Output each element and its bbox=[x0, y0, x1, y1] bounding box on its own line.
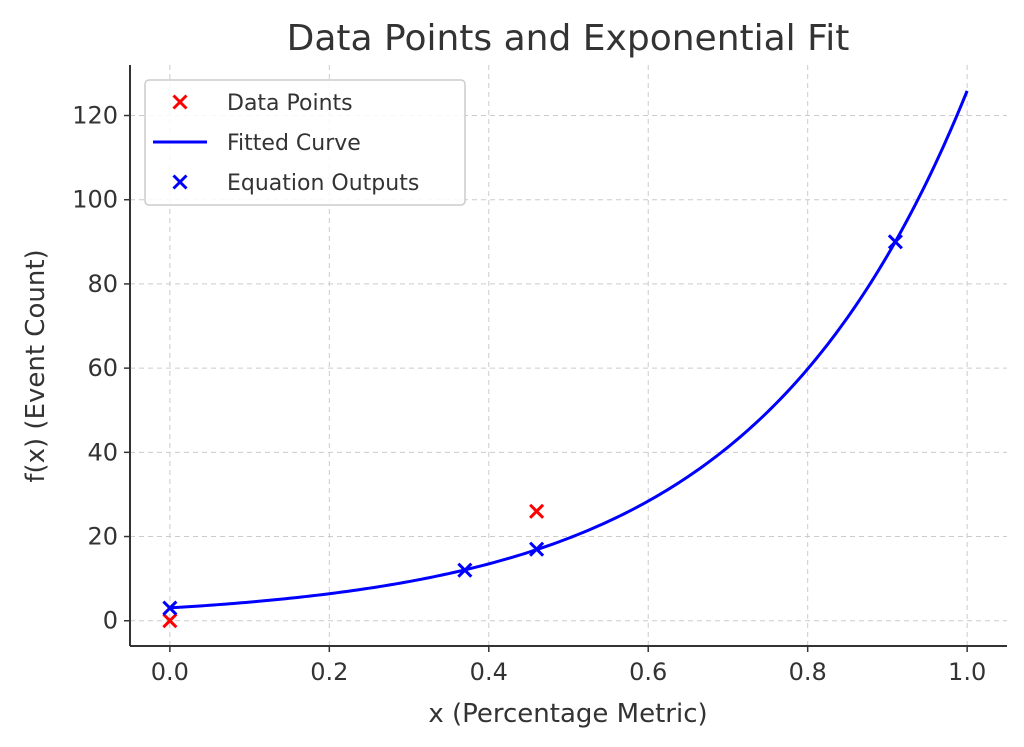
legend-frame bbox=[144, 79, 466, 206]
x-tick-label: 0.2 bbox=[310, 658, 348, 686]
y-tick-label: 40 bbox=[87, 438, 118, 466]
fitted-curve-layer bbox=[169, 90, 969, 610]
equation-outputs-marker bbox=[162, 600, 178, 616]
x-tick-label: 0.4 bbox=[470, 658, 508, 686]
legend-swatch-marker bbox=[172, 94, 188, 110]
y-tick-label: 60 bbox=[87, 354, 118, 382]
y-axis-title: f(x) (Event Count) bbox=[21, 249, 51, 482]
axes bbox=[124, 65, 1007, 652]
tick-labels: 0.0 0.2 0.4 0.6 0.8 1.0 0 20 40 60 80 100 120 bbox=[72, 102, 986, 686]
y-tick-label: 120 bbox=[72, 102, 118, 130]
x-axis-title: x (Percentage Metric) bbox=[428, 699, 707, 729]
x-tick-label: 1.0 bbox=[948, 658, 986, 686]
legend-item-equation-outputs: Equation Outputs bbox=[172, 171, 419, 196]
equation-outputs-marker bbox=[457, 562, 473, 578]
legend-item-data-points: Data Points bbox=[172, 91, 353, 116]
y-tick-label: 80 bbox=[87, 270, 118, 298]
legend-swatch-marker bbox=[172, 174, 188, 190]
legend-label: Fitted Curve bbox=[227, 131, 361, 156]
marker-layer bbox=[162, 234, 903, 629]
y-tick-label: 0 bbox=[103, 607, 118, 635]
chart-title: Data Points and Exponential Fit bbox=[287, 18, 850, 59]
equation-outputs-marker bbox=[529, 541, 545, 557]
y-tick-label: 20 bbox=[87, 523, 118, 551]
fitted-curve-line bbox=[169, 90, 969, 610]
y-tick-label: 100 bbox=[72, 186, 118, 214]
legend: Data Points Fitted Curve Equation Outputs bbox=[144, 79, 466, 206]
legend-item-fitted-curve: Fitted Curve bbox=[153, 131, 361, 156]
x-tick-label: 0.8 bbox=[789, 658, 827, 686]
legend-label: Equation Outputs bbox=[227, 171, 419, 196]
x-tick-label: 0.6 bbox=[629, 658, 667, 686]
data-points-marker bbox=[529, 503, 545, 519]
equation-outputs-marker bbox=[887, 234, 903, 250]
x-tick-label: 0.0 bbox=[151, 658, 189, 686]
legend-label: Data Points bbox=[227, 91, 353, 116]
data-points-marker bbox=[162, 613, 178, 629]
